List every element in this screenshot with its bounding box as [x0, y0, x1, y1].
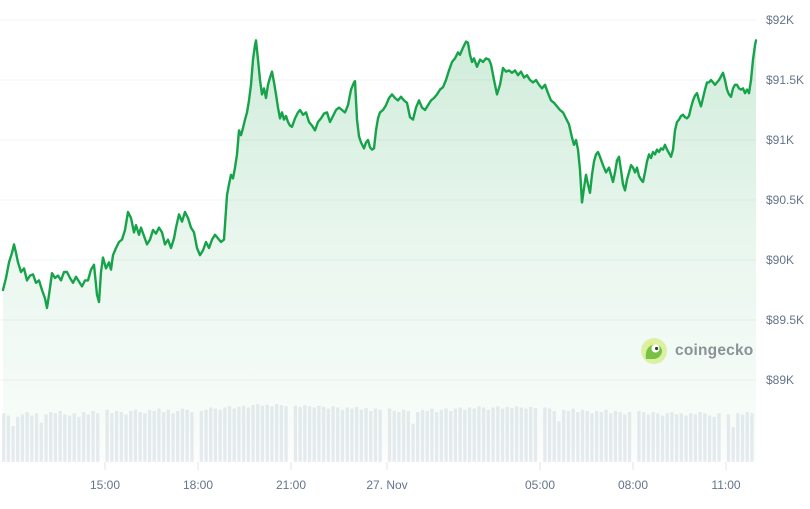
price-area-fill	[3, 40, 756, 461]
coingecko-watermark-label: coingecko	[675, 342, 754, 359]
coingecko-watermark[interactable]: coingecko	[640, 336, 753, 366]
x-axis-ticks	[104, 462, 727, 470]
x-axis-label: 15:00	[89, 478, 121, 492]
price-line[interactable]	[1, 39, 758, 310]
x-axis-label: 18:00	[182, 478, 214, 492]
x-axis-label: 21:00	[275, 478, 307, 492]
y-axis-label: $90K	[766, 253, 795, 267]
coingecko-gecko-icon	[641, 338, 667, 364]
x-axis-label: 05:00	[524, 478, 556, 492]
price-line-series[interactable]	[1, 39, 758, 461]
y-axis-label: $92K	[766, 13, 795, 27]
y-axis-label: $90.5K	[766, 193, 805, 207]
x-axis-label: 11:00	[711, 478, 741, 492]
y-axis-label: $89.5K	[766, 313, 805, 327]
x-axis-label: 08:00	[617, 478, 649, 492]
y-axis-label: $91.5K	[766, 73, 805, 87]
y-axis-label: $89K	[766, 373, 795, 387]
y-axis-label: $91K	[766, 133, 795, 147]
x-axis-label: 27. Nov	[366, 478, 408, 492]
